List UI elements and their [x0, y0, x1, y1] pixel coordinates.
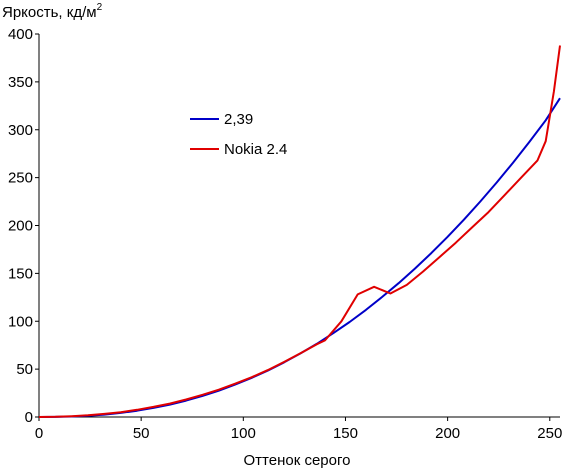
x-axis-title: Оттенок серого: [244, 452, 351, 469]
y-tick-label: 150: [8, 265, 33, 282]
y-tick-label: 100: [8, 313, 33, 330]
series-line-2: [38, 45, 561, 418]
y-axis-title: Яркость, кд/м2: [2, 2, 103, 21]
y-axis-title-superscript: 2: [97, 2, 103, 13]
x-tick-label: 250: [537, 425, 562, 442]
legend-label-2: Nokia 2.4: [224, 141, 287, 158]
plot-area: 0 50 100 150 200 250 300 350 400 0 50 100 150 200 250 2…: [8, 26, 562, 442]
y-tick-label: 0: [25, 409, 33, 426]
y-tick-label: 300: [8, 122, 33, 139]
x-tick-label: 200: [435, 425, 460, 442]
x-tick-label: 150: [333, 425, 358, 442]
y-tick-label: 400: [8, 26, 33, 43]
y-tick-label: 350: [8, 74, 33, 91]
y-tick-label: 250: [8, 170, 33, 187]
legend-label-1: 2,39: [224, 111, 253, 128]
y-axis-title-main: Яркость, кд/м: [2, 4, 97, 21]
series-line-1: [38, 97, 561, 418]
x-tick-label: 100: [231, 425, 256, 442]
x-tick-label: 0: [35, 425, 43, 442]
y-tick-label: 200: [8, 218, 33, 235]
x-tick-label: 50: [133, 425, 150, 442]
y-tick-label: 50: [16, 361, 33, 378]
